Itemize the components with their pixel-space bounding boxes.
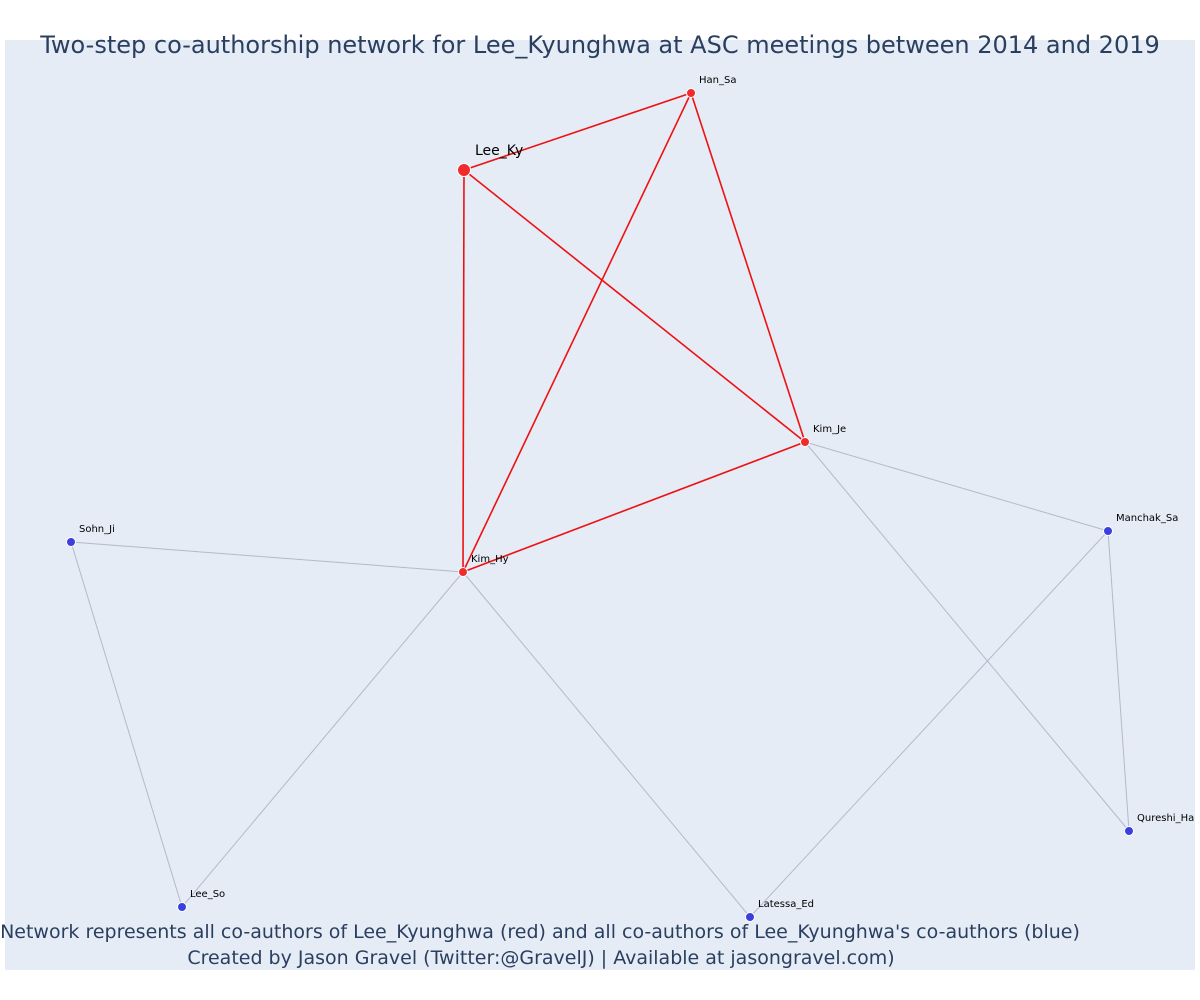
node-label-kim-je: Kim_Je — [813, 424, 846, 435]
edge-kim-je-kim-hy — [462, 441, 806, 573]
node-label-lee-so: Lee_So — [190, 889, 225, 900]
edge-kim-je-qureshi-ha — [804, 441, 1130, 832]
edge-han-sa-kim-hy — [462, 92, 692, 573]
edge-kim-hy-sohn-ji — [70, 541, 464, 573]
edges-layer — [70, 92, 1130, 918]
caption-line-1: Network represents all co-authors of Lee… — [0, 921, 1080, 943]
edge-lee-ky-kim-hy — [462, 169, 465, 573]
edge-manchak-sa-qureshi-ha — [1107, 530, 1130, 832]
node-manchak-sa[interactable] — [1103, 526, 1113, 536]
labels-layer: Lee_Ky Han_Sa Kim_Je Kim_Hy Sohn_Ji Manchak_S… — [79, 75, 1194, 910]
edge-kim-je-manchak-sa — [804, 441, 1109, 532]
node-han-sa[interactable] — [686, 88, 696, 98]
node-kim-hy[interactable] — [458, 567, 468, 577]
node-label-sohn-ji: Sohn_Ji — [79, 524, 115, 535]
node-label-kim-hy: Kim_Hy — [471, 554, 509, 565]
node-label-manchak-sa: Manchak_Sa — [1116, 513, 1178, 524]
node-label-han-sa: Han_Sa — [699, 75, 736, 86]
node-label-qureshi-ha: Qureshi_Ha — [1137, 813, 1194, 824]
edge-lee-ky-han-sa — [463, 92, 692, 171]
node-qureshi-ha[interactable] — [1124, 826, 1134, 836]
node-label-latessa-ed: Latessa_Ed — [758, 899, 814, 910]
edge-lee-ky-kim-je — [463, 169, 806, 443]
caption-line-2: Created by Jason Gravel (Twitter:@Gravel… — [187, 947, 894, 969]
edge-han-sa-kim-je — [690, 92, 806, 443]
node-sohn-ji[interactable] — [66, 537, 76, 547]
chart-title: Two-step co-authorship network for Lee_K… — [39, 31, 1160, 59]
plot-background — [5, 40, 1195, 970]
edge-kim-hy-lee-so — [181, 571, 464, 908]
node-lee-so[interactable] — [177, 902, 187, 912]
nodes-layer — [66, 88, 1134, 922]
edge-sohn-ji-lee-so — [70, 541, 183, 908]
node-latessa-ed[interactable] — [745, 912, 755, 922]
node-lee-ky[interactable] — [457, 163, 471, 177]
node-kim-je[interactable] — [800, 437, 810, 447]
edge-kim-hy-latessa-ed — [462, 571, 751, 918]
edge-manchak-sa-latessa-ed — [749, 530, 1109, 918]
node-label-lee-ky: Lee_Ky — [475, 143, 523, 159]
